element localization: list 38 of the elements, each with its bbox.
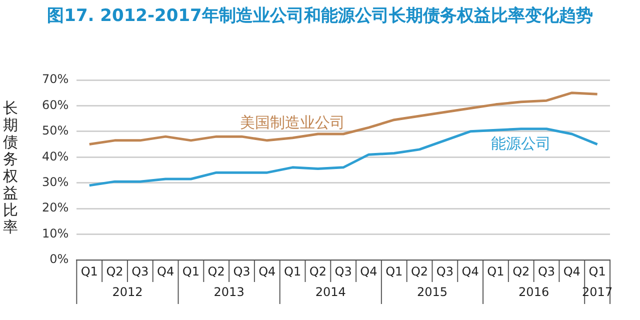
series-label: 美国制造业公司	[240, 114, 346, 132]
text: 2012	[112, 285, 143, 300]
y-tick-label: 10%	[42, 226, 69, 240]
x-tick-label: Q1	[487, 264, 504, 278]
chart-title: 图17. 2012-2017年制造业公司和能源公司长期债务权益比率变化趋势	[46, 5, 594, 27]
y-axis-title: 长期债务权益比率	[3, 99, 19, 236]
x-tick-label: Q2	[208, 264, 225, 278]
x-tick-label: Q2	[309, 264, 326, 278]
x-tick-label: Q4	[462, 264, 479, 278]
x-tick-label: Q3	[334, 264, 352, 278]
x-tick-label: Q4	[157, 264, 174, 278]
text: 2015	[416, 285, 448, 300]
x-tick-label: Q4	[563, 264, 580, 278]
x-tick-label: Q4	[258, 264, 276, 278]
x-tick-label: Q3	[132, 264, 149, 278]
x-tick-label: Q4	[360, 264, 378, 278]
y-tick-label: 50%	[42, 124, 69, 138]
x-tick-label: Q2	[106, 264, 124, 278]
x-tick-label: Q3	[538, 264, 556, 278]
x-tick-label: Q1	[80, 264, 98, 278]
text: 2016	[518, 285, 550, 300]
x-tick-label: Q1	[588, 264, 606, 278]
x-tick-label: Q1	[284, 264, 302, 278]
x-tick-label: Q1	[386, 264, 403, 278]
y-tick-label: 60%	[42, 98, 69, 112]
text: 2013	[214, 285, 244, 300]
x-tick-label: Q3	[233, 264, 250, 278]
x-tick-label: Q3	[436, 264, 454, 278]
y-tick-label: 30%	[42, 174, 69, 189]
y-tick-label: 0%	[50, 252, 69, 266]
text: 2014	[315, 285, 346, 300]
y-tick-label: 70%	[42, 72, 69, 86]
x-tick-label: Q2	[512, 264, 530, 278]
series-label: 能源公司	[491, 134, 552, 153]
x-tick-label: Q1	[182, 264, 200, 278]
y-tick-label: 40%	[42, 149, 69, 164]
y-tick-label: 20%	[42, 200, 69, 215]
x-tick-label: Q2	[410, 264, 428, 278]
